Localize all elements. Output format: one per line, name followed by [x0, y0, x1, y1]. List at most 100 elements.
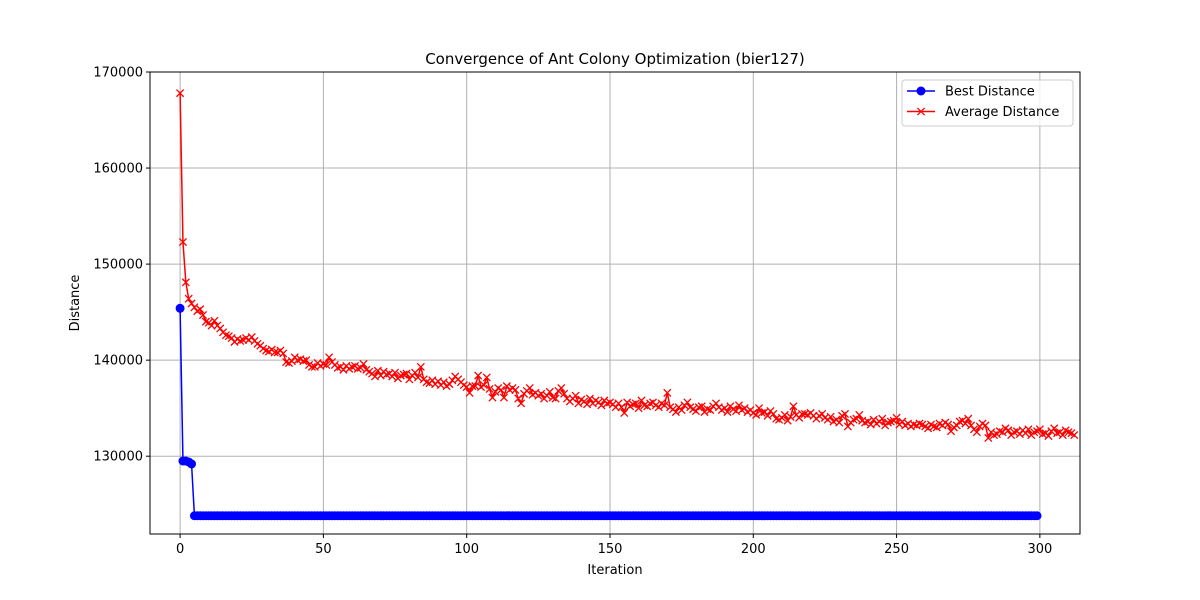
- data-point: [525, 383, 534, 393]
- data-point: [585, 394, 594, 403]
- data-point: [597, 401, 606, 410]
- data-point: [175, 303, 185, 313]
- data-point: [551, 394, 560, 403]
- data-point: [855, 410, 864, 419]
- data-point: [221, 331, 231, 340]
- data-point: [1004, 426, 1013, 435]
- data-point: [517, 399, 526, 408]
- data-point: [207, 321, 216, 330]
- data-point: [548, 393, 557, 402]
- data-point: [786, 412, 795, 421]
- data-point: [886, 417, 895, 426]
- data-point: [574, 399, 583, 408]
- legend-label: Average Distance: [945, 105, 1059, 120]
- data-point: [878, 414, 887, 423]
- data-point: [537, 389, 546, 398]
- data-point: [898, 417, 907, 426]
- data-point: [929, 422, 938, 431]
- data-point: [445, 380, 454, 389]
- y-tick-label: 160000: [93, 162, 143, 177]
- data-point: [671, 407, 680, 417]
- data-point: [353, 364, 362, 373]
- data-point: [502, 382, 511, 391]
- data-point: [646, 399, 655, 408]
- data-point: [763, 411, 772, 420]
- data-point: [932, 423, 941, 432]
- data-point: [614, 399, 623, 408]
- data-point: [319, 359, 328, 369]
- data-point: [299, 357, 308, 366]
- series-average-distance: [176, 89, 1079, 443]
- plot-area: [150, 72, 1080, 534]
- data-point: [1021, 429, 1030, 438]
- data-point: [916, 86, 926, 96]
- data-point: [703, 405, 712, 414]
- data-point: [916, 107, 926, 116]
- data-point: [620, 408, 629, 418]
- data-point: [571, 391, 580, 400]
- data-point: [1044, 431, 1053, 441]
- data-point: [347, 362, 357, 371]
- data-point: [754, 404, 764, 413]
- data-point: [545, 387, 554, 396]
- plot-frame: [149, 71, 1081, 535]
- data-point: [694, 403, 703, 412]
- data-point: [757, 408, 766, 418]
- data-point: [989, 431, 999, 440]
- y-tick-label: 140000: [93, 354, 143, 369]
- data-point: [967, 421, 976, 430]
- data-point: [216, 324, 225, 333]
- data-point: [883, 418, 893, 427]
- data-point: [201, 317, 210, 326]
- data-point: [631, 399, 640, 408]
- data-point: [1038, 430, 1047, 439]
- data-point: [270, 348, 279, 357]
- chart-title: Convergence of Ant Colony Optimization (…: [425, 50, 805, 68]
- data-point: [1030, 428, 1039, 437]
- data-point: [322, 360, 331, 370]
- data-point: [795, 413, 804, 422]
- data-point: [915, 419, 924, 428]
- data-point: [485, 384, 494, 394]
- legend-item: Best Distance: [907, 85, 1035, 100]
- data-point: [706, 406, 715, 415]
- data-point: [405, 375, 414, 384]
- data-point: [247, 333, 256, 342]
- data-point: [491, 387, 500, 396]
- data-point: [413, 373, 423, 382]
- data-point: [388, 372, 397, 381]
- x-axis-label: Iteration: [587, 563, 642, 578]
- data-point: [279, 349, 288, 358]
- data-point: [302, 356, 311, 365]
- data-point: [402, 369, 411, 378]
- data-point: [399, 370, 408, 379]
- data-point: [697, 402, 706, 411]
- data-point: [984, 433, 993, 443]
- data-point: [892, 413, 901, 422]
- data-point: [711, 399, 721, 408]
- data-point: [961, 419, 970, 428]
- x-tick-label: 50: [315, 542, 332, 557]
- x-tick-label: 100: [454, 542, 479, 557]
- series-layer: [175, 89, 1079, 521]
- data-point: [1035, 425, 1044, 434]
- data-point: [488, 393, 497, 402]
- x-tick-label: 200: [741, 542, 766, 557]
- data-point: [542, 391, 551, 400]
- data-point: [514, 394, 523, 403]
- data-point: [683, 398, 692, 407]
- data-point: [499, 393, 509, 402]
- y-tick-label: 150000: [93, 258, 143, 273]
- data-point: [617, 403, 626, 412]
- x-tick-label: 250: [884, 542, 909, 557]
- data-point: [560, 389, 569, 398]
- data-point: [944, 420, 953, 429]
- data-point: [860, 418, 870, 427]
- y-tick-label: 130000: [93, 450, 143, 465]
- data-point: [416, 362, 425, 371]
- data-point: [611, 403, 620, 412]
- data-point: [964, 414, 973, 423]
- data-point: [677, 406, 686, 415]
- data-point: [465, 388, 474, 397]
